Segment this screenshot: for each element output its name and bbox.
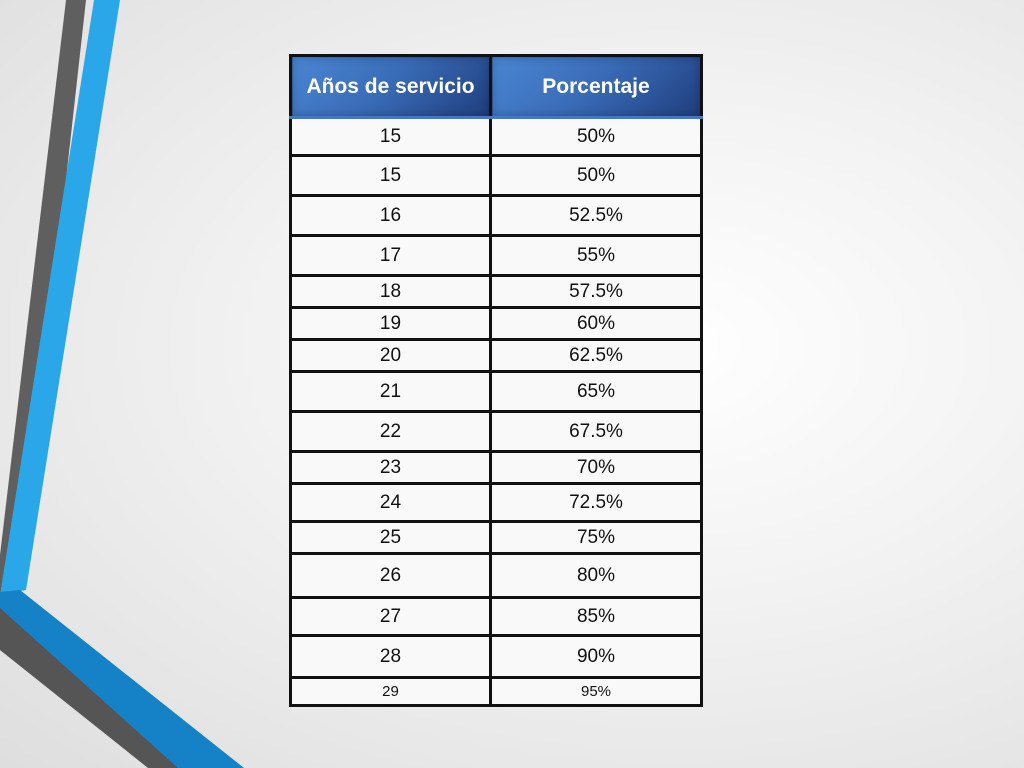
years-cell: 19 [289,306,492,341]
percentage-cell: 67.5% [489,410,703,453]
table-row: 22 67.5% [289,410,703,453]
header-percentage: Porcentaje [489,54,703,119]
years-cell: 29 [289,676,492,707]
years-cell: 20 [289,338,492,373]
percentage-cell: 50% [489,154,703,197]
table-row: 29 95% [289,676,703,707]
years-cell: 24 [289,482,492,523]
percentage-cell: 80% [489,552,703,599]
gray-bottom-wedge [0,608,178,768]
table-row: 27 85% [289,596,703,637]
years-cell: 28 [289,634,492,679]
percentage-cell: 75% [489,520,703,555]
service-years-table: Años de servicio Porcentaje 15 50% 15 50… [289,54,703,707]
table-row: 16 52.5% [289,194,703,237]
table-row: 15 50% [289,154,703,197]
percentage-cell: 60% [489,306,703,341]
table-row: 20 62.5% [289,338,703,373]
percentage-cell: 55% [489,234,703,277]
table-row: 17 55% [289,234,703,277]
years-cell: 17 [289,234,492,277]
years-cell: 23 [289,450,492,485]
percentage-cell: 65% [489,370,703,413]
percentage-cell: 90% [489,634,703,679]
table-header-row: Años de servicio Porcentaje [289,54,703,119]
table-row: 24 72.5% [289,482,703,523]
percentage-cell: 52.5% [489,194,703,237]
percentage-cell: 62.5% [489,338,703,373]
header-years-of-service: Años de servicio [289,54,492,119]
table-row: 18 57.5% [289,274,703,309]
years-cell: 16 [289,194,492,237]
percentage-cell: 85% [489,596,703,637]
years-cell: 22 [289,410,492,453]
percentage-cell: 70% [489,450,703,485]
years-cell: 18 [289,274,492,309]
blue-diagonal-bar [0,0,120,595]
blue-bottom-wedge [0,590,244,768]
percentage-cell: 95% [489,676,703,707]
table-row: 19 60% [289,306,703,341]
table-row: 15 50% [289,116,703,157]
years-cell: 15 [289,154,492,197]
gray-diagonal-bar [0,0,86,600]
table-row: 23 70% [289,450,703,485]
years-cell: 25 [289,520,492,555]
years-cell: 15 [289,116,492,157]
years-cell: 21 [289,370,492,413]
percentage-cell: 57.5% [489,274,703,309]
table-row: 26 80% [289,552,703,599]
years-cell: 26 [289,552,492,599]
years-cell: 27 [289,596,492,637]
table-row: 21 65% [289,370,703,413]
percentage-cell: 50% [489,116,703,157]
table-row: 25 75% [289,520,703,555]
table-row: 28 90% [289,634,703,679]
percentage-cell: 72.5% [489,482,703,523]
